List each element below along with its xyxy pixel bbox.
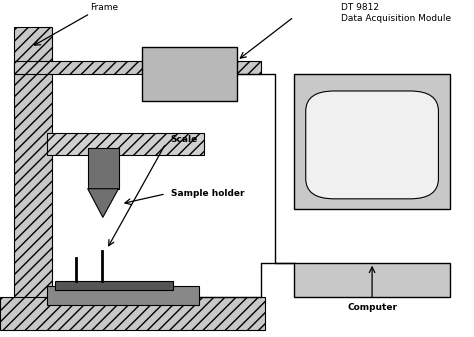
Text: DT 9812
Data Acquisition Module: DT 9812 Data Acquisition Module (341, 3, 451, 23)
Bar (47, 286, 199, 305)
Bar (294, 74, 450, 209)
Text: Computer: Computer (347, 303, 397, 312)
Bar (142, 47, 237, 101)
Text: Scale: Scale (171, 135, 198, 144)
Bar (294, 263, 450, 297)
Text: Frame: Frame (90, 3, 118, 12)
FancyBboxPatch shape (306, 91, 438, 199)
Bar (55, 281, 173, 290)
Bar (47, 133, 204, 155)
Bar (0, 297, 265, 330)
Text: Sample holder: Sample holder (171, 189, 244, 198)
Bar (14, 61, 261, 74)
Polygon shape (88, 189, 118, 217)
Bar (88, 148, 118, 189)
Bar (14, 27, 52, 317)
